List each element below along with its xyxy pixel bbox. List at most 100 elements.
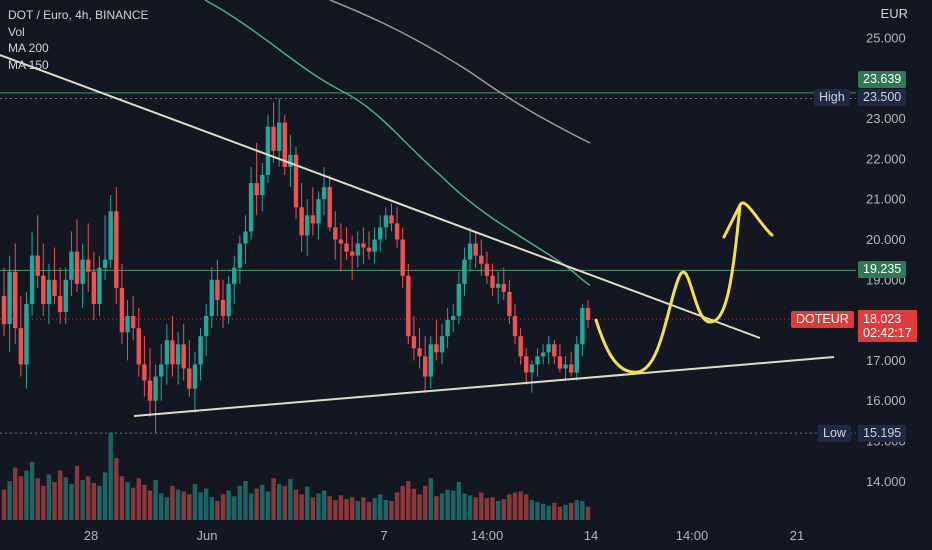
candle-body xyxy=(333,227,338,240)
volume-bar xyxy=(97,485,102,520)
volume-bar xyxy=(439,493,445,520)
volume-bar xyxy=(333,500,338,520)
candle-body xyxy=(237,243,243,268)
candle-body xyxy=(24,303,29,365)
candle-body xyxy=(383,215,389,228)
candle-body xyxy=(243,231,248,244)
candle-body xyxy=(378,227,383,240)
y-tick-label: 21.000 xyxy=(866,192,906,207)
volume-bar xyxy=(265,491,271,520)
volume-bar xyxy=(243,481,248,520)
candle-body xyxy=(209,279,214,317)
candle-body xyxy=(445,320,450,337)
volume-bar xyxy=(13,467,18,520)
y-tick-label: 23.000 xyxy=(866,111,906,126)
candle-body xyxy=(125,316,130,333)
symbol-tag: DOTEUR xyxy=(791,311,854,328)
candle-body xyxy=(1,295,7,325)
volume-bar xyxy=(310,497,316,520)
volume-bar xyxy=(535,501,540,520)
volume-bar xyxy=(153,480,158,520)
high-price-tag: 23.500 xyxy=(858,89,907,106)
volume-bar xyxy=(293,489,299,520)
volume-bar xyxy=(546,505,551,520)
volume-bar xyxy=(220,494,226,520)
candle-body xyxy=(349,251,355,256)
volume-bar xyxy=(276,483,282,520)
volume-bar xyxy=(434,496,439,520)
volume-bar xyxy=(428,478,433,520)
horizontal-levels xyxy=(0,92,856,434)
candle-body xyxy=(13,271,18,329)
indicator-ma150[interactable]: MA 150 xyxy=(8,57,49,72)
candle-body xyxy=(147,380,153,401)
candle-body xyxy=(153,376,158,401)
volume-bar xyxy=(406,481,411,520)
time-axis: 28 Jun 7 14:00 14 14:00 21 xyxy=(0,522,932,550)
candle-body xyxy=(136,328,141,365)
volume-bars xyxy=(1,432,591,520)
candle-body xyxy=(580,308,585,345)
volume-bar xyxy=(35,478,40,520)
descending-trendline xyxy=(0,54,761,339)
candle-body xyxy=(130,316,136,329)
candle-body xyxy=(226,283,231,317)
volume-bar xyxy=(445,489,450,520)
volume-bar xyxy=(411,488,417,520)
candle-body xyxy=(299,207,304,236)
volume-bar xyxy=(18,476,24,520)
y-tick-label: 14.000 xyxy=(866,474,906,489)
volume-bar xyxy=(226,490,231,520)
volume-bar xyxy=(130,487,136,520)
volume-bar xyxy=(574,500,579,520)
volume-bar xyxy=(383,500,389,520)
volume-bar xyxy=(209,497,214,520)
candle-body xyxy=(114,211,119,288)
candle-body xyxy=(518,336,523,357)
symbol-title[interactable]: DOT / Euro, 4h, BINANCE xyxy=(8,8,149,22)
candle-body xyxy=(192,364,198,389)
volume-bar xyxy=(585,506,591,520)
y-tick-label: 22.000 xyxy=(866,151,906,166)
candle-body xyxy=(142,364,147,381)
volume-bar xyxy=(473,497,478,520)
x-tick-label: 28 xyxy=(84,528,98,543)
candle-body xyxy=(7,271,12,325)
volume-bar xyxy=(490,497,495,520)
candle-body xyxy=(175,344,181,365)
volume-bar xyxy=(512,492,518,520)
candle-body xyxy=(80,259,85,284)
candle-body xyxy=(428,344,433,377)
volume-bar xyxy=(7,481,12,520)
candle-body xyxy=(484,263,490,276)
volume-bar xyxy=(422,485,428,520)
candle-body xyxy=(361,243,366,248)
volume-bar xyxy=(451,490,456,520)
candle-body xyxy=(248,183,254,232)
candle-body xyxy=(327,187,332,228)
volume-bar xyxy=(299,494,304,520)
y-tick-label: 20.000 xyxy=(866,232,906,247)
volume-bar xyxy=(136,478,141,520)
ma-150-line xyxy=(204,0,591,286)
volume-bar xyxy=(187,494,192,520)
candle-body xyxy=(535,356,540,365)
volume-bar xyxy=(198,492,203,520)
volume-bar xyxy=(529,500,535,520)
volume-bar xyxy=(479,492,484,520)
candle-body xyxy=(462,259,467,284)
indicator-ma200[interactable]: MA 200 xyxy=(8,41,49,55)
candle-body xyxy=(394,223,400,240)
currency-label[interactable]: EUR xyxy=(880,6,908,21)
candle-body xyxy=(524,356,529,373)
candle-body xyxy=(29,255,35,304)
volume-bar xyxy=(501,499,506,520)
volume-bar xyxy=(271,478,276,520)
candle-body xyxy=(232,267,237,284)
x-tick-label: 21 xyxy=(790,528,804,543)
volume-bar xyxy=(203,488,209,520)
candle-body xyxy=(495,283,501,288)
volume-bar xyxy=(69,483,74,520)
indicator-vol[interactable]: Vol xyxy=(8,24,25,39)
